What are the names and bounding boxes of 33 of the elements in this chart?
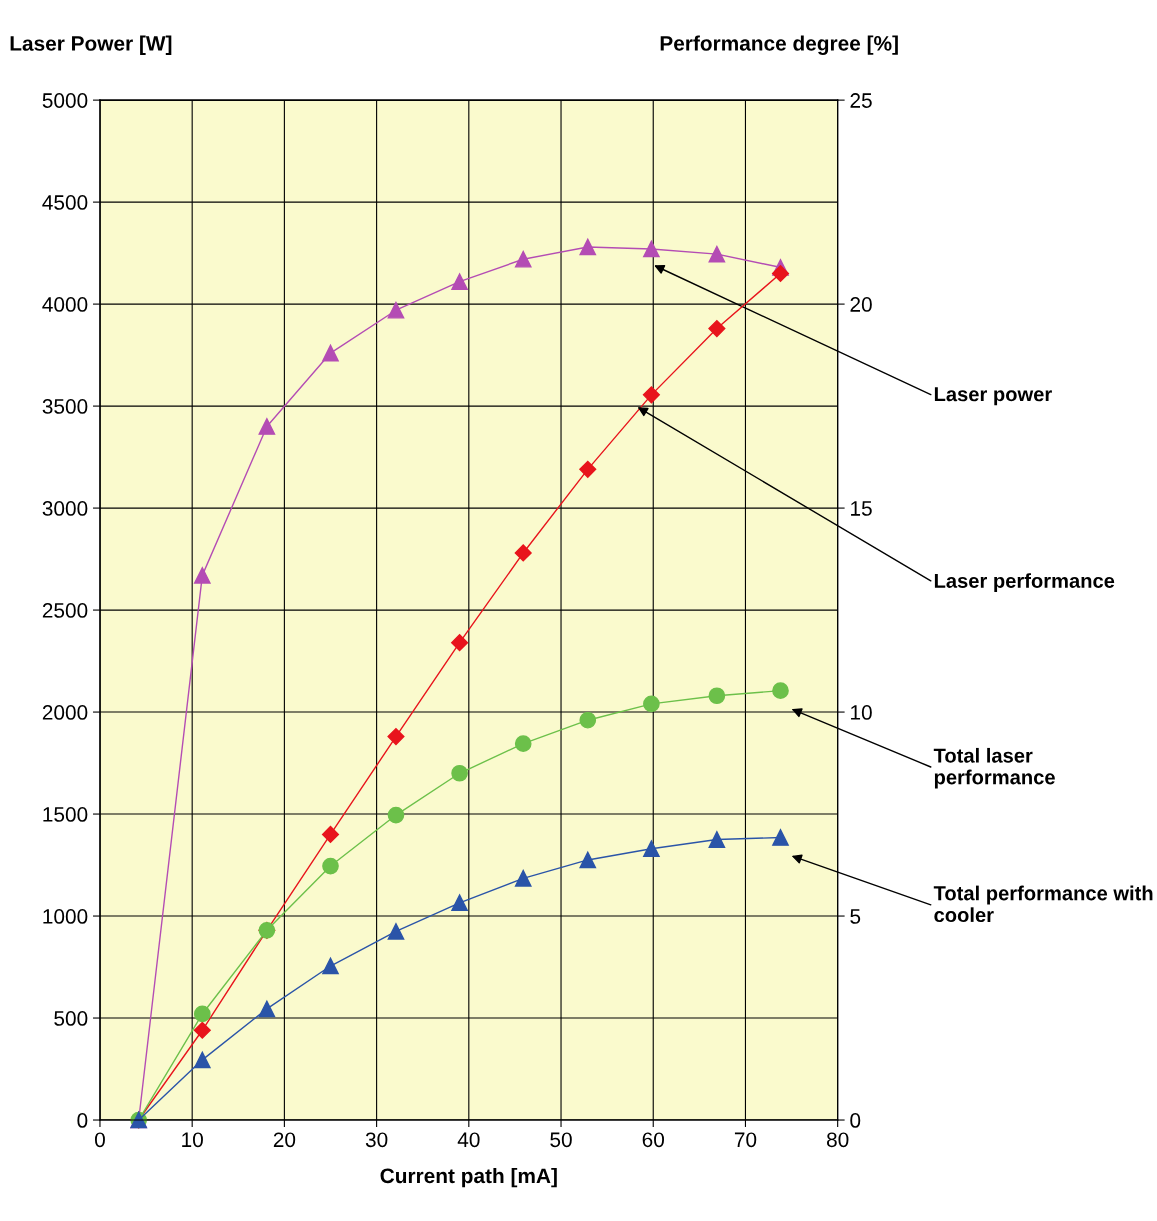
y-tick-label: 3000 [42,501,88,516]
y2-tick-label: 5 [850,909,861,924]
x-tick-label: 50 [550,1132,572,1148]
y2-axis-title: Performance degree [%] [660,35,898,55]
y2-tick-label: 15 [851,501,872,516]
x-tick-label: 20 [273,1132,296,1148]
x-tick-label: 0 [94,1132,105,1148]
y-tick-label: 4000 [42,297,88,312]
y-axis-title: Laser Power [W] [10,35,172,55]
y-tick-label: 0 [77,1113,88,1128]
y-tick-label: 3500 [42,399,88,414]
y-tick-label: 2500 [42,603,88,618]
y-tick-label: 1000 [43,909,88,924]
y2-tick-label: 10 [851,705,872,720]
text: Laser performance [934,573,1115,592]
y2-tick-label: 20 [850,297,872,312]
x-tick-label: 70 [734,1132,757,1148]
text: Laser power [934,387,1052,406]
x-tick-label: 10 [182,1132,203,1148]
x-tick-label: 40 [457,1132,480,1148]
y-tick-label: 4500 [42,195,88,210]
x-tick-label: 80 [826,1132,849,1148]
x-axis-title: Current path [mA] [380,1167,557,1188]
y2-tick-label: 0 [850,1113,861,1128]
text: Total laser performance [933,747,1055,789]
y-tick-label: 2000 [42,705,88,720]
x-tick-label: 60 [642,1132,665,1148]
y-tick-label: 1500 [43,807,88,822]
y-tick-label: 500 [54,1011,88,1026]
y-tick-label: 5000 [42,93,88,108]
x-tick-label: 30 [365,1132,388,1148]
y2-tick-label: 25 [850,93,872,108]
text: Total performance with cooler [933,885,1153,923]
